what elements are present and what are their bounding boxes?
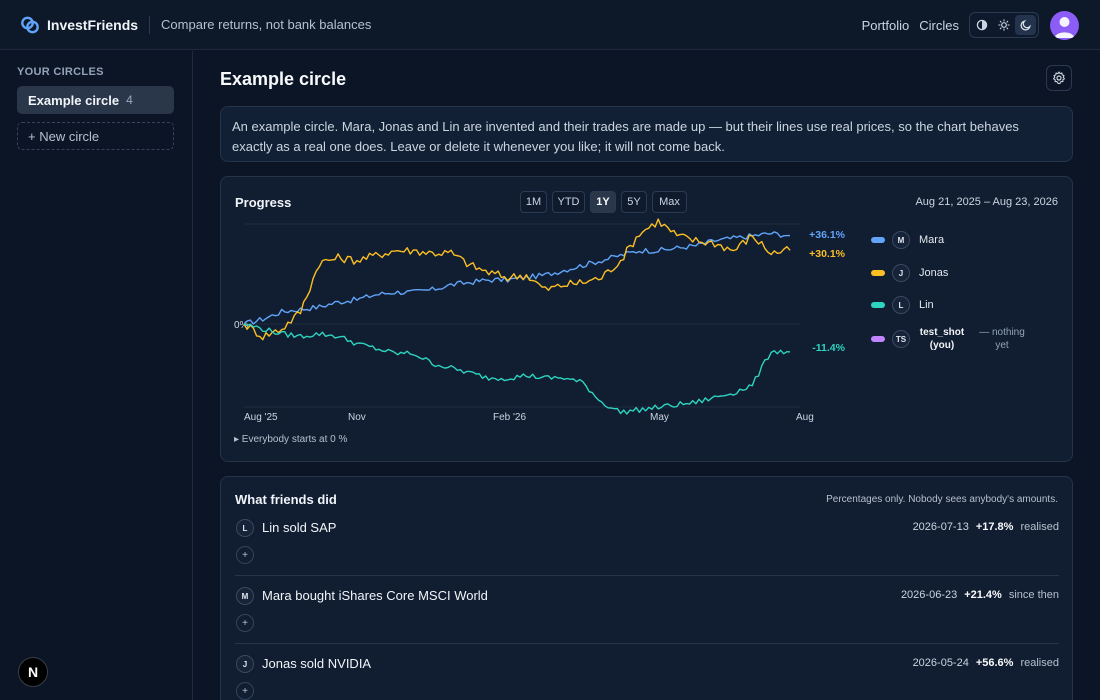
- x-tick-label: Nov: [348, 412, 366, 423]
- brand[interactable]: InvestFriends: [21, 16, 138, 34]
- range-max-button[interactable]: Max: [652, 191, 687, 213]
- legend-item-mara[interactable]: M Mara: [871, 231, 944, 249]
- series-end-label: -11.4%: [812, 342, 845, 354]
- nextjs-dev-button[interactable]: N: [18, 657, 48, 687]
- avatar: L: [892, 296, 910, 314]
- x-tick-label: May: [650, 412, 669, 423]
- nav-circles[interactable]: Circles: [919, 17, 959, 33]
- date-range: Aug 21, 2025 – Aug 23, 2026: [915, 196, 1058, 208]
- activity-suffix: realised: [1020, 521, 1059, 533]
- legend-note: — nothing yet: [979, 327, 1025, 351]
- top-bar: InvestFriends Compare returns, not bank …: [0, 0, 1100, 50]
- list-item: J Jonas sold NVIDIA 2026-05-24 +56.6% re…: [235, 643, 1059, 700]
- progress-title: Progress: [235, 195, 292, 210]
- page-title: Example circle: [220, 69, 347, 89]
- activity-meta: 2026-06-23 +21.4% since then: [901, 589, 1059, 601]
- progress-card: Progress 1M YTD 1Y 5Y Max Aug 21, 2025 –…: [220, 176, 1073, 462]
- activity-date: 2026-05-24: [912, 657, 969, 669]
- legend-item-lin[interactable]: L Lin: [871, 296, 934, 314]
- range-5y-button[interactable]: 5Y: [621, 191, 647, 213]
- everybody-starts-toggle[interactable]: ▸ Everybody starts at 0 %: [234, 434, 348, 445]
- activity-text: Jonas sold NVIDIA: [262, 656, 372, 671]
- nav-portfolio[interactable]: Portfolio: [861, 17, 910, 33]
- circle-name: Example circle: [28, 92, 120, 108]
- avatar: J: [892, 264, 910, 282]
- header-divider: [149, 15, 151, 34]
- main-nav: Portfolio Circles: [862, 0, 959, 50]
- circle-description: An example circle. Mara, Jonas and Lin a…: [220, 106, 1073, 162]
- avatar: M: [236, 587, 254, 605]
- range-selector: 1M YTD 1Y 5Y Max: [520, 191, 687, 213]
- new-circle-button[interactable]: + New circle: [17, 122, 174, 150]
- add-reaction-button[interactable]: +: [236, 614, 254, 632]
- legend-swatch: [871, 302, 885, 308]
- sidebar-heading: YOUR CIRCLES: [17, 66, 104, 78]
- legend-item-you[interactable]: TS test_shot (you) — nothing yet: [871, 326, 1032, 352]
- add-reaction-button[interactable]: +: [236, 546, 254, 564]
- baseline-label: 0%: [234, 320, 249, 331]
- privacy-note: Percentages only. Nobody sees anybody's …: [826, 494, 1058, 505]
- activity-meta: 2026-07-13 +17.8% realised: [913, 521, 1059, 533]
- list-item: M Mara bought iShares Core MSCI World 20…: [235, 575, 1059, 643]
- range-ytd-button[interactable]: YTD: [552, 191, 585, 213]
- sidebar: YOUR CIRCLES Example circle 4 + New circ…: [0, 51, 193, 700]
- series-line-lin[interactable]: [243, 323, 791, 415]
- activity-suffix: realised: [1020, 657, 1059, 669]
- add-reaction-button[interactable]: +: [236, 682, 254, 700]
- x-tick-label: Feb '26: [493, 412, 526, 423]
- logo-icon: [21, 16, 39, 34]
- sidebar-item-example-circle[interactable]: Example circle 4: [17, 86, 174, 114]
- avatar: TS: [892, 330, 910, 348]
- activity-text: Mara bought iShares Core MSCI World: [262, 588, 488, 603]
- legend-swatch: [871, 237, 885, 243]
- legend-name: test_shot (you): [919, 327, 965, 351]
- activity-return: +56.6%: [975, 657, 1014, 669]
- circle-member-count: 4: [126, 93, 133, 107]
- avatar: J: [236, 655, 254, 673]
- friends-activity-card: What friends did Percentages only. Nobod…: [220, 476, 1073, 700]
- app-tagline: Compare returns, not bank balances: [161, 17, 372, 32]
- sun-icon: [998, 19, 1010, 31]
- range-1m-button[interactable]: 1M: [520, 191, 547, 213]
- activity-date: 2026-07-13: [912, 521, 969, 533]
- theme-toggle: [969, 12, 1039, 38]
- friends-title: What friends did: [235, 492, 337, 507]
- theme-auto-button[interactable]: [972, 15, 993, 35]
- activity-text: Lin sold SAP: [262, 520, 337, 535]
- user-icon: [1054, 17, 1075, 38]
- legend-swatch: [871, 336, 885, 342]
- legend-item-jonas[interactable]: J Jonas: [871, 264, 948, 282]
- activity-suffix: since then: [1008, 589, 1059, 601]
- series-end-label: +36.1%: [809, 229, 846, 241]
- circle-settings-button[interactable]: [1046, 65, 1072, 91]
- activity-return: +17.8%: [975, 521, 1014, 533]
- series-line-jonas[interactable]: [243, 218, 791, 341]
- list-item: L Lin sold SAP 2026-07-13 +17.8% realise…: [235, 507, 1059, 575]
- moon-icon: [1020, 20, 1031, 31]
- theme-light-button[interactable]: [994, 15, 1015, 35]
- activity-meta: 2026-05-24 +56.6% realised: [913, 657, 1059, 669]
- legend-name: Jonas: [919, 267, 949, 279]
- activity-return: +21.4%: [964, 589, 1002, 601]
- avatar: L: [236, 519, 254, 537]
- x-tick-label: Aug '25: [244, 412, 278, 423]
- range-1y-button[interactable]: 1Y: [590, 191, 616, 213]
- series-end-label: +30.1%: [809, 248, 846, 260]
- gear-icon: [1052, 71, 1066, 85]
- legend-swatch: [871, 270, 885, 276]
- user-avatar[interactable]: [1050, 11, 1079, 40]
- avatar: M: [892, 231, 910, 249]
- theme-dark-button[interactable]: [1015, 15, 1037, 35]
- contrast-icon: [977, 19, 988, 31]
- x-tick-label: Aug: [796, 412, 814, 423]
- progress-chart: 0% Aug '25 Nov Feb '26 May Aug +36.1% +30.1% -11…: [234, 218, 846, 423]
- activity-date: 2026-06-23: [900, 589, 958, 601]
- legend-name: Lin: [919, 299, 934, 311]
- app-name: InvestFriends: [47, 16, 139, 33]
- legend-name: Mara: [919, 234, 945, 246]
